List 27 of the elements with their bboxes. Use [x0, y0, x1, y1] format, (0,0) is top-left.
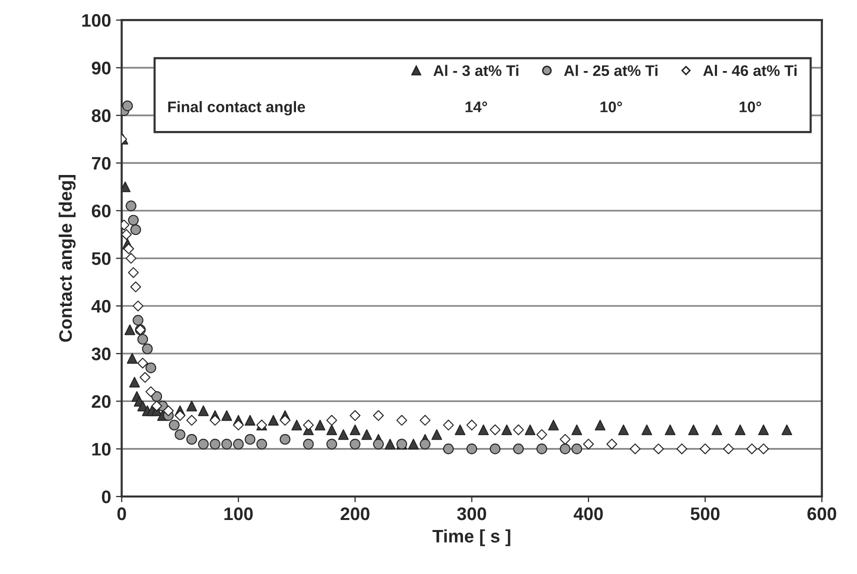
x-tick-label: 400: [574, 507, 603, 520]
x-tick-label: 200: [340, 507, 370, 520]
y-axis-title: Contact angle [deg]: [58, 175, 76, 342]
legend-label: Al - 25 at% Ti: [564, 64, 658, 76]
legend-label: Al - 46 at% Ti: [703, 64, 797, 76]
y-tick-label: 30: [92, 348, 111, 360]
x-axis-title: Time [ s ]: [432, 529, 510, 546]
y-tick-label: 10: [92, 442, 111, 456]
y-tick-label: 0: [102, 490, 111, 504]
y-tick-label: 40: [91, 300, 111, 313]
x-tick-label: 600: [807, 507, 836, 520]
x-tick-label: 100: [224, 507, 253, 520]
y-tick-label: 20: [92, 395, 111, 408]
y-tick-label: 100: [82, 14, 111, 27]
annotation: 10°: [600, 102, 622, 112]
y-tick-label: 60: [92, 204, 111, 218]
x-tick-label: 500: [690, 507, 720, 520]
annotation: 14°: [466, 102, 488, 112]
x-tick-label: 0: [117, 507, 126, 520]
y-tick-label: 90: [92, 62, 111, 74]
x-tick-label: 300: [457, 507, 486, 520]
annotation: Final contact angle: [168, 101, 306, 116]
legend-label: Al - 3 at% Ti: [433, 64, 518, 76]
y-tick-label: 70: [92, 156, 111, 170]
y-tick-label: 80: [92, 109, 111, 122]
y-tick-label: 50: [92, 252, 111, 266]
annotation: 10°: [740, 102, 762, 112]
